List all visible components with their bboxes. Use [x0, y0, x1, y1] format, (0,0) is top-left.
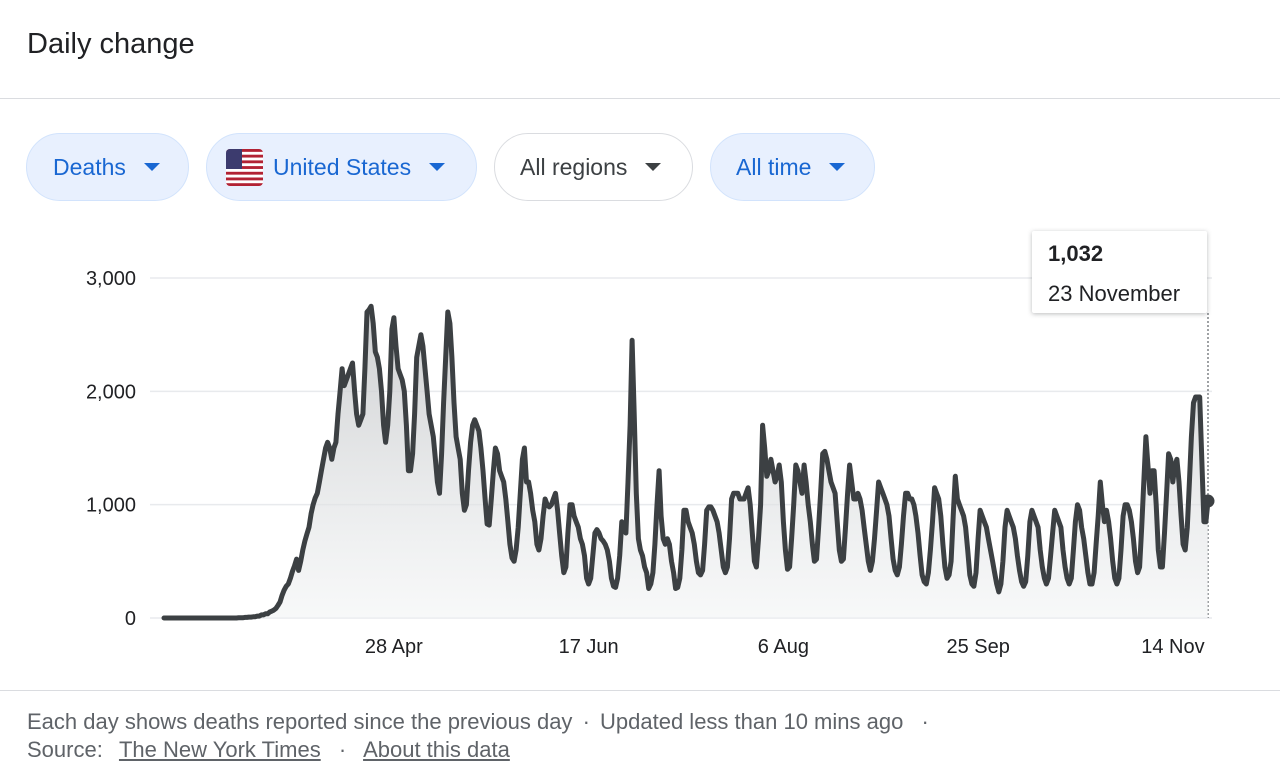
footer-source-label: Source: — [27, 737, 103, 762]
chevron-down-icon — [429, 163, 446, 171]
footer-updated: Updated less than 10 mins ago — [600, 709, 904, 734]
x-tick-label: 25 Sep — [946, 636, 1009, 658]
tooltip-value: 1,032 — [1048, 241, 1104, 266]
metric-dropdown-label: Deaths — [53, 153, 126, 180]
us-flag-icon — [226, 148, 263, 186]
source-link[interactable]: The New York Times — [118, 737, 321, 762]
x-tick-label: 28 Apr — [365, 636, 423, 658]
about-data-link[interactable]: About this data — [363, 737, 510, 762]
tooltip-date: 23 November — [1048, 281, 1181, 306]
x-tick-label: 14 Nov — [1141, 636, 1204, 658]
footer-note: Each day shows deaths reported since the… — [27, 709, 573, 734]
separator: · — [582, 709, 590, 734]
y-tick-label: 2,000 — [86, 381, 136, 403]
hover-point — [1201, 494, 1215, 508]
chevron-down-icon — [143, 163, 160, 171]
chevron-down-icon — [829, 163, 846, 171]
chevron-down-icon — [645, 163, 662, 171]
time-dropdown[interactable]: All time — [710, 133, 875, 201]
page-title: Daily change — [27, 28, 195, 60]
x-tick-label: 6 Aug — [758, 636, 809, 658]
x-tick-label: 17 Jun — [559, 636, 619, 658]
region-dropdown[interactable]: All regions — [494, 133, 693, 201]
metric-dropdown[interactable]: Deaths — [26, 133, 189, 201]
time-dropdown-label: All time — [736, 153, 812, 180]
footer-divider — [0, 690, 1280, 691]
separator: · — [921, 709, 929, 734]
separator: · — [338, 737, 347, 762]
country-dropdown[interactable]: United States — [206, 133, 477, 201]
y-tick-label: 0 — [125, 608, 136, 630]
chart-tooltip: 1,032 23 November — [1032, 231, 1207, 313]
region-dropdown-label: All regions — [520, 153, 628, 180]
card-header: Daily change — [0, 0, 1280, 99]
country-dropdown-label: United States — [273, 153, 412, 180]
series-line — [161, 303, 1211, 621]
y-tick-label: 1,000 — [86, 495, 136, 517]
daily-change-chart[interactable]: 0 1,000 2,000 3,000 28 Apr 17 Jun 6 Aug 25 Sep 1… — [0, 215, 1280, 675]
y-tick-label: 3,000 — [86, 268, 136, 290]
chart-footer: Each day shows deaths reported since the… — [27, 708, 941, 764]
